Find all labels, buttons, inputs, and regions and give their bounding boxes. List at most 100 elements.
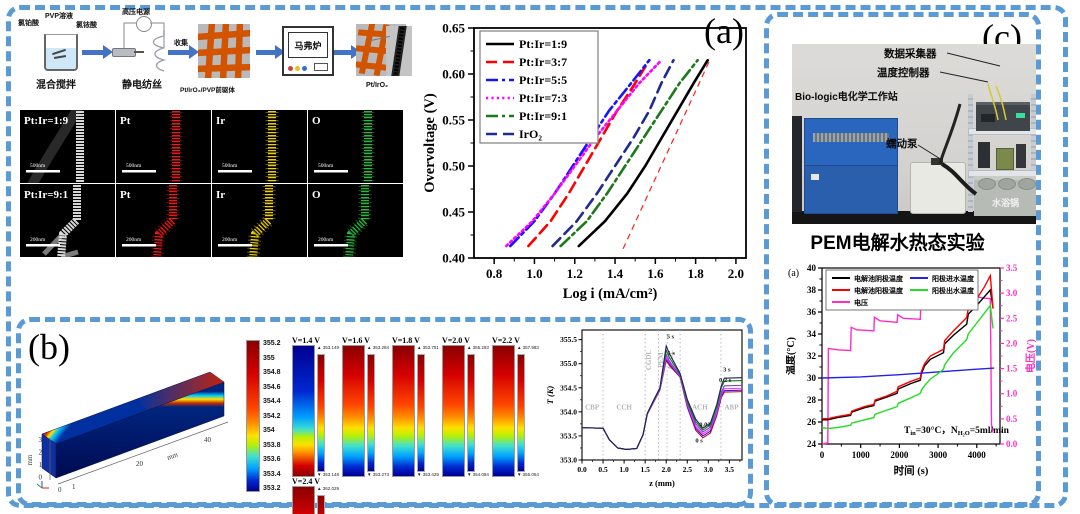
voltage-strip: V=2.4 V▲ 362.029▼ 356.388 xyxy=(292,477,339,514)
svg-text:Pt:Ir=5:5: Pt:Ir=5:5 xyxy=(519,73,567,87)
colorbar-value: 354.4 xyxy=(263,398,281,405)
furnace-label: 马弗炉 xyxy=(294,40,322,51)
svg-text:0.45: 0.45 xyxy=(442,205,465,220)
muffle-furnace-icon: 马弗炉 xyxy=(282,26,334,76)
eds-tile-Pt: Pt 500nm xyxy=(116,110,211,183)
svg-text:Ir: Ir xyxy=(216,189,225,201)
svg-text:CBP: CBP xyxy=(585,403,600,411)
svg-text:40: 40 xyxy=(807,263,817,273)
svg-text:ACH: ACH xyxy=(692,403,708,411)
svg-text:0.60: 0.60 xyxy=(442,67,465,82)
scale-bar xyxy=(26,244,60,247)
svg-text:355.0: 355.0 xyxy=(560,359,577,368)
svg-text:0.5: 0.5 xyxy=(1006,414,1018,424)
svg-text:1.0: 1.0 xyxy=(619,465,629,474)
flow-arrow-4 xyxy=(334,45,361,59)
svg-text:阳极出水温度: 阳极出水温度 xyxy=(932,286,975,295)
scale-bar xyxy=(26,170,60,173)
voltage-strip: V=2.0 V ▲ 355.293 ▼ 354.094 xyxy=(441,336,489,477)
nanofiber-mat-precursor xyxy=(198,24,250,78)
eds-mapping-grid: Pt:Ir=1:9 500nm Pt 500nm Ir 500nm O 500nm Pt:Ir=… xyxy=(20,110,405,258)
svg-text:200nm: 200nm xyxy=(318,237,334,243)
needle-icon xyxy=(134,51,144,53)
svg-text:36: 36 xyxy=(807,307,817,317)
series-Pt:Ir=1:9 xyxy=(577,58,710,248)
svg-text:3.0: 3.0 xyxy=(1006,288,1018,298)
svg-text:1.8: 1.8 xyxy=(688,266,705,281)
svg-text:0: 0 xyxy=(39,474,43,482)
svg-text:200nm: 200nm xyxy=(222,237,238,243)
axis-triad xyxy=(36,481,49,489)
step-spin-label: 静电纺丝 xyxy=(122,80,162,91)
svg-text:0.02: 0.02 xyxy=(699,421,710,428)
svg-text:1.6: 1.6 xyxy=(647,266,664,281)
svg-text:ABP: ABP xyxy=(724,403,739,411)
svg-text:500nm: 500nm xyxy=(318,163,334,169)
comsol-3d-block: 3 2 1 0 mm 20 40 mm 0 1 xyxy=(28,371,229,494)
svg-text:温度(°C): 温度(°C) xyxy=(786,337,797,375)
svg-text:1.5: 1.5 xyxy=(640,465,650,474)
voltage-strip: V=2.2 V ▲ 357.983 ▼ 355.054 xyxy=(491,336,539,477)
svg-text:Ir: Ir xyxy=(216,115,225,127)
strip-voltage-label: V=2.0 V xyxy=(441,336,470,345)
svg-text:3: 3 xyxy=(39,436,43,444)
water-bath: 水浴锅 xyxy=(974,176,1036,216)
voltage-strip: V=1.8 V ▲ 353.751 ▼ 353.429 xyxy=(391,336,439,477)
svg-text:5 s: 5 s xyxy=(667,334,675,341)
svg-text:z (mm): z (mm) xyxy=(649,478,675,488)
syringe-icon xyxy=(112,48,136,57)
svg-text:0.50: 0.50 xyxy=(442,159,465,174)
eds-tile-O: O 500nm xyxy=(308,110,403,183)
svg-text:3 s: 3 s xyxy=(723,366,731,373)
svg-text:1000: 1000 xyxy=(852,450,871,460)
svg-text:0.8: 0.8 xyxy=(486,266,503,281)
svg-text:354.5: 354.5 xyxy=(560,383,577,392)
reagent-label-1: 氯铂酸 xyxy=(18,20,39,27)
svg-text:Pt:Ir=7:3: Pt:Ir=7:3 xyxy=(519,91,567,105)
colorbar-value: 353.6 xyxy=(263,456,281,463)
panel-a-label: (a) xyxy=(704,11,744,51)
svg-text:1.5: 1.5 xyxy=(1006,364,1018,374)
flow-arrow-2 xyxy=(168,45,199,59)
power-circle-icon xyxy=(136,16,152,32)
colorbar-value: 354.2 xyxy=(263,412,281,420)
svg-text:0: 0 xyxy=(820,450,825,460)
series-Pt:Ir=9:1 xyxy=(559,58,699,248)
block-axes: 3 2 1 0 mm 20 40 mm 0 1 xyxy=(28,421,229,494)
svg-text:355.5: 355.5 xyxy=(560,335,577,344)
svg-text:IrO₂: IrO₂ xyxy=(519,127,542,141)
daq-label: 数据采集器 xyxy=(884,48,937,60)
svg-text:0.0: 0.0 xyxy=(577,465,587,474)
svg-text:Overvoltage (V): Overvoltage (V) xyxy=(422,93,438,193)
svg-text:1 s: 1 s xyxy=(668,350,676,357)
svg-text:354.0: 354.0 xyxy=(560,407,577,416)
svg-text:T (K): T (K) xyxy=(545,386,555,405)
svg-text:时间 (s): 时间 (s) xyxy=(894,464,929,477)
series xyxy=(504,58,711,250)
thermal-experiment-chart: (a) 0 1000 2000 3000 4000 24 26 28 30 32 34 36 38 40 0.… xyxy=(786,263,1037,477)
svg-text:mm: mm xyxy=(166,450,179,461)
reagent-label-2: PVP溶液 xyxy=(45,13,74,20)
strip-voltage-label: V=1.4 V xyxy=(292,336,320,345)
thermal-阳极进水温度 xyxy=(821,367,995,379)
pump-unit xyxy=(910,158,966,214)
svg-text:1.0: 1.0 xyxy=(526,266,542,281)
svg-text:1.4: 1.4 xyxy=(607,266,624,281)
axes: 0.8 1.0 1.2 1.4 1.6 1.8 2.0 0.40 0.45 0.50 0.55 0.6… xyxy=(442,21,744,282)
svg-text:0.2 s: 0.2 s xyxy=(719,377,732,384)
scale-bar xyxy=(122,170,156,173)
legend: Pt:Ir=1:9 Pt:Ir=3:7 Pt:Ir=5:5 Pt:Ir=7:3 Pt:I… xyxy=(479,30,599,144)
svg-text:0: 0 xyxy=(58,486,62,494)
biologic-unit xyxy=(804,118,898,214)
svg-text:Pt:Ir=1:9: Pt:Ir=1:9 xyxy=(519,37,567,51)
svg-text:20: 20 xyxy=(136,460,144,468)
svg-text:3000: 3000 xyxy=(929,450,948,460)
series-IrO₂ xyxy=(551,58,675,248)
power-label: 高压电源 xyxy=(122,9,150,16)
eds-tile-Ir: Ir 200nm xyxy=(212,184,307,257)
scale-bar xyxy=(314,170,348,173)
svg-text:CCH: CCH xyxy=(616,403,632,411)
svg-text:Pt: Pt xyxy=(120,189,131,201)
colorbar-value: 353.8 xyxy=(263,441,281,449)
